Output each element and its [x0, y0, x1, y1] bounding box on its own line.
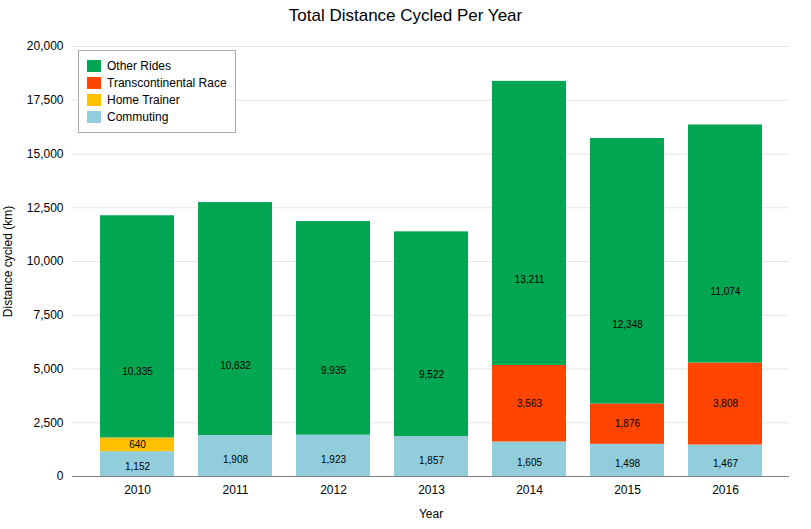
svg-text:640: 640 — [129, 439, 146, 450]
svg-text:2010: 2010 — [124, 483, 151, 497]
svg-text:3,808: 3,808 — [713, 398, 738, 409]
svg-text:7,500: 7,500 — [33, 308, 63, 322]
svg-text:11,074: 11,074 — [711, 286, 741, 297]
html-text:Home Trainer: Home Trainer — [107, 93, 180, 107]
svg-text:15,000: 15,000 — [27, 147, 64, 161]
svg-text:1,467: 1,467 — [713, 458, 738, 469]
svg-text:12,348: 12,348 — [612, 319, 643, 330]
html-text:Other Rides: Other Rides — [107, 59, 171, 73]
svg-text:17,500: 17,500 — [27, 93, 64, 107]
svg-text:9,935: 9,935 — [321, 365, 346, 376]
svg-text:10,335: 10,335 — [122, 366, 153, 377]
svg-text:1,605: 1,605 — [517, 457, 542, 468]
svg-text:2014: 2014 — [516, 483, 543, 497]
svg-text:2,500: 2,500 — [33, 416, 63, 430]
svg-text:2015: 2015 — [614, 483, 641, 497]
html-text:Total Distance Cycled Per Year: Total Distance Cycled Per Year — [288, 6, 523, 25]
html-text:Transcontinental Race: Transcontinental Race — [107, 76, 227, 90]
svg-text:1,857: 1,857 — [419, 455, 444, 466]
svg-text:0: 0 — [57, 469, 64, 483]
svg-text:1,923: 1,923 — [321, 454, 346, 465]
svg-text:12,500: 12,500 — [27, 201, 64, 215]
svg-text:13,211: 13,211 — [515, 274, 545, 285]
svg-text:1,908: 1,908 — [223, 454, 248, 465]
html-text:Commuting: Commuting — [107, 110, 169, 124]
svg-text:3,563: 3,563 — [517, 398, 542, 409]
svg-text:2016: 2016 — [712, 483, 739, 497]
svg-text:1,152: 1,152 — [125, 461, 150, 472]
svg-text:1,498: 1,498 — [615, 458, 640, 469]
svg-text:5,000: 5,000 — [33, 362, 63, 376]
svg-text:10,832: 10,832 — [220, 360, 251, 371]
svg-text:2013: 2013 — [418, 483, 445, 497]
svg-text:10,000: 10,000 — [27, 254, 64, 268]
svg-text:2012: 2012 — [320, 483, 347, 497]
svg-text:2011: 2011 — [223, 483, 249, 497]
svg-text:1,876: 1,876 — [615, 418, 640, 429]
svg-text:Distance cycled (km): Distance cycled (km) — [1, 206, 15, 317]
svg-text:9,522: 9,522 — [419, 369, 444, 380]
svg-text:Year: Year — [419, 507, 443, 521]
svg-text:20,000: 20,000 — [27, 39, 64, 53]
